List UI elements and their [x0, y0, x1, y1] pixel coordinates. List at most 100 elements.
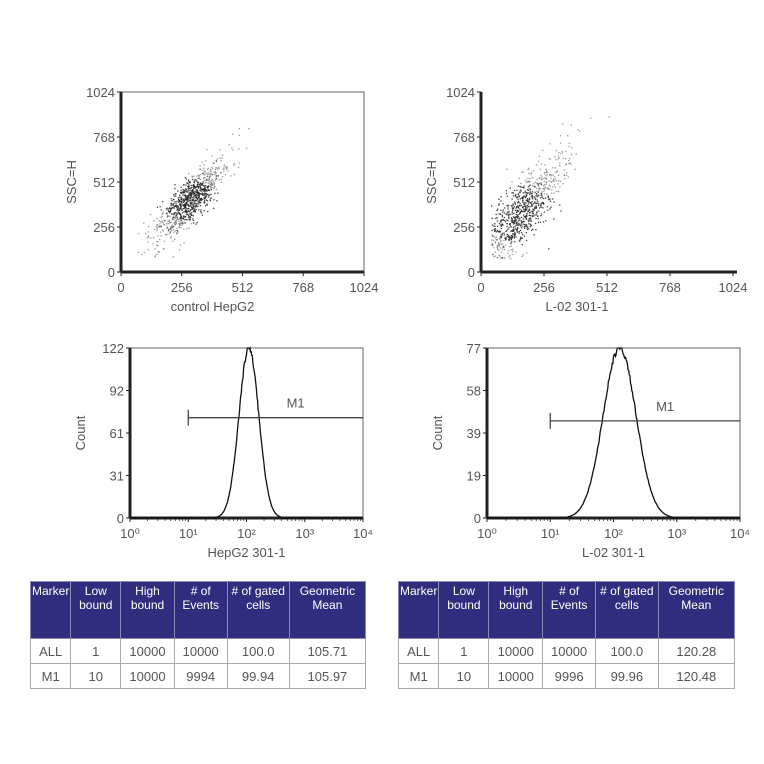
scatter-point	[519, 211, 522, 213]
scatter-point	[182, 191, 184, 193]
scatter-point	[188, 219, 190, 221]
scatter-point	[503, 239, 505, 242]
scatter-point	[517, 210, 520, 212]
scatter-point	[522, 210, 525, 213]
scatter-point	[200, 190, 202, 192]
scatter-point	[178, 213, 181, 215]
scatter-point	[156, 217, 158, 220]
scatter-point	[510, 235, 513, 237]
scatter-point	[542, 197, 545, 200]
scatter-point	[568, 159, 570, 162]
scatter-point	[518, 218, 520, 220]
scatter-point	[515, 213, 518, 216]
scatter-point	[203, 170, 206, 172]
scatter-point	[555, 150, 557, 152]
scatter-point	[518, 231, 521, 233]
scatter-point	[539, 187, 541, 189]
scatter-point	[204, 195, 206, 197]
scatter-point	[173, 213, 175, 215]
scatter-point	[187, 179, 190, 181]
scatter-point	[500, 239, 502, 242]
scatter-point	[202, 190, 205, 192]
scatter-point	[535, 206, 537, 208]
scatter-point	[523, 227, 526, 229]
scatter-point	[510, 239, 512, 241]
scatter-point	[138, 232, 140, 235]
scatter-point	[517, 207, 520, 209]
scatter-point	[186, 228, 188, 230]
scatter-point	[517, 214, 519, 217]
scatter-point	[157, 245, 159, 247]
scatter-point	[217, 168, 219, 170]
scatter-point	[196, 185, 198, 188]
y-tick-label: 0	[108, 265, 115, 280]
scatter-point	[170, 237, 172, 239]
scatter-point	[218, 179, 220, 181]
scatter-point	[503, 207, 506, 209]
scatter-point	[500, 196, 502, 198]
scatter-point	[175, 224, 177, 226]
scatter-point	[562, 157, 564, 160]
scatter-point	[160, 209, 162, 211]
scatter-point	[542, 221, 545, 223]
scatter-point	[570, 124, 573, 126]
scatter-point	[559, 165, 561, 167]
scatter-point	[170, 236, 172, 238]
scatter-point	[537, 191, 539, 193]
scatter-point	[554, 178, 556, 180]
scatter-point	[172, 204, 174, 207]
scatter-point	[183, 198, 185, 200]
scatter-point	[541, 202, 544, 204]
scatter-point	[169, 231, 172, 233]
scatter-point	[193, 201, 195, 203]
scatter-point	[559, 142, 562, 144]
scatter-point	[181, 223, 184, 225]
scatter-point	[540, 176, 543, 178]
scatter-point	[567, 162, 570, 165]
scatter-point	[187, 188, 190, 190]
scatter-point	[511, 211, 513, 213]
scatter-point	[194, 205, 196, 207]
scatter-point	[540, 178, 543, 181]
scatter-point	[544, 189, 546, 191]
scatter-point	[543, 184, 546, 186]
scatter-point	[232, 133, 234, 135]
scatter-point	[514, 203, 517, 205]
scatter-point	[512, 192, 514, 194]
scatter-point	[194, 178, 196, 180]
scatter-point	[215, 172, 217, 174]
scatter-point	[205, 160, 207, 162]
scatter-point	[531, 198, 534, 200]
scatter-point	[542, 203, 545, 205]
scatter-point	[494, 241, 496, 243]
y-tick-label: 768	[93, 130, 115, 145]
scatter-point	[531, 201, 533, 203]
scatter-point	[520, 190, 522, 192]
scatter-point	[552, 178, 555, 180]
scatter-point	[516, 196, 519, 198]
scatter-point	[186, 202, 188, 204]
scatter-point	[529, 218, 532, 220]
scatter-point	[178, 249, 181, 251]
scatter-point	[193, 182, 195, 184]
scatter-point	[198, 192, 201, 194]
scatter-point	[176, 216, 178, 218]
scatter-point	[186, 182, 188, 184]
scatter-point	[191, 190, 194, 192]
scatter-point	[499, 255, 501, 257]
scatter-point	[209, 174, 211, 176]
scatter-point	[178, 212, 181, 214]
x-tick-label: 256	[533, 280, 555, 295]
scatter-point	[196, 180, 198, 182]
scatter-point	[194, 179, 197, 181]
scatter-point	[180, 192, 182, 194]
scatter-point	[172, 225, 174, 227]
scatter-point	[511, 221, 513, 224]
scatter-point	[543, 211, 545, 213]
scatter-point	[496, 246, 498, 248]
scatter-point	[496, 257, 499, 259]
scatter-point	[553, 184, 556, 186]
scatter-point	[180, 201, 183, 204]
scatter-point	[190, 194, 193, 196]
